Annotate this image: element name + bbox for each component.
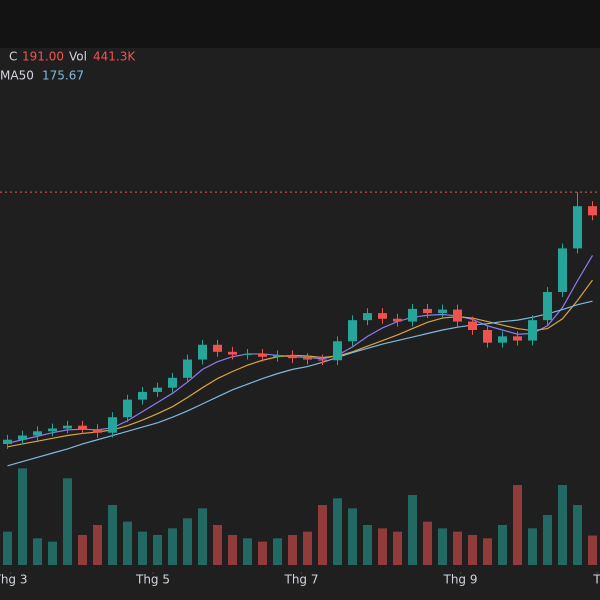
- candle-body: [198, 344, 207, 360]
- candle-body: [513, 336, 522, 341]
- volume-value: 441.3K: [93, 50, 136, 64]
- candle-body: [393, 318, 402, 322]
- candle-body: [288, 355, 297, 359]
- volume-bar: [468, 535, 477, 565]
- volume-bar: [33, 538, 42, 565]
- volume-bar: [138, 531, 147, 565]
- close-value: 191.00: [22, 50, 64, 64]
- volume-bar: [273, 538, 282, 565]
- volume-bar: [333, 498, 342, 565]
- volume-bar: [543, 515, 552, 565]
- candle-body: [423, 308, 432, 314]
- volume-bar: [408, 495, 417, 565]
- volume-bar: [423, 521, 432, 565]
- volume-bar: [258, 541, 267, 565]
- candle-body: [363, 313, 372, 321]
- candle-body: [348, 320, 357, 342]
- volume-key: Vol: [69, 50, 87, 64]
- volume-bar: [453, 531, 462, 565]
- top-bar: [0, 0, 600, 48]
- candle-body: [528, 320, 537, 341]
- candle-body: [588, 206, 597, 216]
- candle-body: [273, 355, 282, 357]
- volume-bar: [213, 525, 222, 565]
- candle-body: [333, 341, 342, 361]
- ma-line: [7, 300, 593, 467]
- ma-line: [7, 279, 593, 448]
- volume-bar: [168, 528, 177, 565]
- volume-bar: [438, 528, 447, 565]
- candle-body: [408, 308, 417, 322]
- volume-bar: [183, 518, 192, 565]
- candle-body: [153, 387, 162, 392]
- volume-bar: [483, 538, 492, 565]
- volume-bar: [228, 535, 237, 565]
- candle-body: [168, 377, 177, 388]
- volume-bar: [318, 505, 327, 565]
- candle-body: [33, 431, 42, 436]
- candle-body: [183, 359, 192, 378]
- candle-body: [3, 439, 12, 444]
- x-tick-label: Thg 7: [283, 573, 318, 587]
- x-tick-label: Thg 5: [135, 573, 170, 587]
- volume-bar: [573, 505, 582, 565]
- candle-body: [78, 425, 87, 430]
- candle-body: [18, 435, 27, 440]
- volume-bar: [243, 538, 252, 565]
- ma-value: 175.67: [42, 69, 84, 83]
- volume-bar: [153, 535, 162, 565]
- volume-bar: [588, 535, 597, 565]
- volume-bar: [363, 525, 372, 565]
- x-tick-label: T: [592, 573, 600, 587]
- candle-body: [468, 321, 477, 330]
- volume-bar: [558, 485, 567, 565]
- volume-bar: [3, 531, 12, 565]
- candle-body: [483, 330, 492, 343]
- volume-bar: [288, 535, 297, 565]
- volume-bar: [93, 525, 102, 565]
- candle-body: [453, 309, 462, 322]
- x-tick-label: Thg 9: [442, 573, 477, 587]
- candle-body: [438, 309, 447, 314]
- volume-bar: [78, 535, 87, 565]
- ma-line: [7, 255, 594, 444]
- candle-body: [48, 428, 57, 432]
- ma-key: MA50: [0, 69, 34, 83]
- candle-body: [573, 206, 582, 249]
- volume-bar: [528, 528, 537, 565]
- candle-body: [123, 399, 132, 418]
- candle-body: [228, 351, 237, 355]
- volume-bar: [18, 468, 27, 565]
- candle-body: [138, 391, 147, 400]
- candle-body: [258, 353, 267, 357]
- candle-body: [498, 336, 507, 343]
- volume-bar: [63, 478, 72, 565]
- volume-bar: [48, 541, 57, 565]
- marks: [0, 191, 600, 574]
- candle-body: [63, 425, 72, 429]
- candle-body: [318, 359, 327, 361]
- plot-background: [0, 48, 600, 600]
- candle-body: [243, 353, 252, 355]
- volume-bar: [303, 531, 312, 565]
- volume-bar: [123, 521, 132, 565]
- candle-body: [558, 248, 567, 293]
- volume-bar: [393, 531, 402, 565]
- volume-bar: [348, 508, 357, 565]
- candle-body: [93, 429, 102, 433]
- candle-body: [543, 292, 552, 321]
- candle-body: [378, 313, 387, 319]
- x-tick-label: Thg 3: [0, 573, 28, 587]
- volume-bar: [513, 485, 522, 565]
- volume-bar: [198, 508, 207, 565]
- close-key: C: [9, 50, 17, 64]
- candle-body: [108, 417, 117, 433]
- volume-bar: [498, 525, 507, 565]
- volume-bar: [108, 505, 117, 565]
- volume-bar: [378, 528, 387, 565]
- candle-body: [303, 358, 312, 360]
- candle-body: [213, 344, 222, 352]
